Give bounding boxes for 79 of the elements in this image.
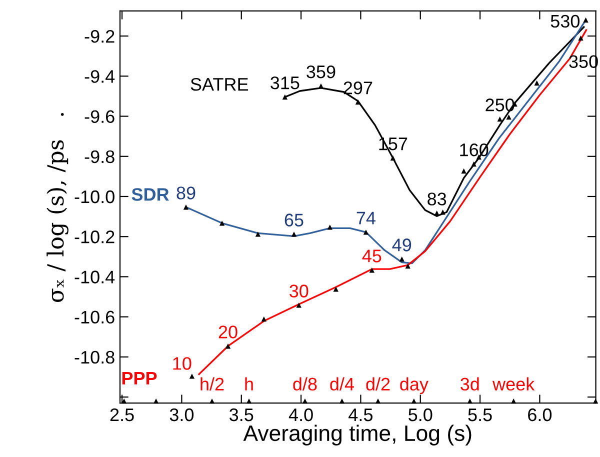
point bbox=[497, 116, 502, 122]
annotation: 83 bbox=[428, 192, 446, 206]
annotation: 89 bbox=[176, 186, 196, 200]
y-tick-label: -9.4 bbox=[84, 70, 115, 83]
point bbox=[471, 161, 476, 167]
point bbox=[225, 344, 231, 349]
text: PPP bbox=[122, 372, 157, 384]
annotation: 297 bbox=[344, 82, 372, 94]
point bbox=[434, 210, 440, 216]
point bbox=[510, 398, 516, 404]
annotation: h bbox=[245, 377, 253, 390]
y-tick-label: -10.4 bbox=[74, 270, 115, 284]
point bbox=[399, 256, 404, 262]
point bbox=[506, 114, 512, 120]
point bbox=[153, 398, 159, 404]
x-tick-label: 5.0 bbox=[408, 408, 432, 422]
y-tick-label: -9.8 bbox=[84, 150, 114, 164]
point bbox=[390, 155, 396, 161]
y-axis-title: σₓ / log (s), /ps . bbox=[46, 112, 68, 302]
annotation: 3d bbox=[460, 377, 479, 391]
point bbox=[296, 302, 302, 308]
point bbox=[302, 398, 308, 404]
point bbox=[363, 230, 369, 235]
point bbox=[578, 35, 584, 41]
annotation: d/4 bbox=[330, 377, 354, 391]
y-tick-label: -10.8 bbox=[74, 350, 114, 364]
point bbox=[209, 398, 215, 404]
annotation: 315 bbox=[270, 76, 300, 90]
annotation: d/8 bbox=[293, 377, 317, 391]
point bbox=[189, 374, 195, 379]
point bbox=[405, 263, 410, 269]
x-tick-label: 4.5 bbox=[348, 408, 372, 422]
annotation: h/2 bbox=[200, 377, 224, 391]
annotation: d/2 bbox=[366, 377, 390, 391]
annotation: 530 bbox=[550, 14, 580, 28]
point bbox=[183, 204, 189, 210]
point bbox=[246, 398, 252, 404]
annotation: 74 bbox=[356, 212, 376, 224]
annotation: 30 bbox=[290, 284, 308, 298]
x-tick-label: 5.5 bbox=[468, 408, 492, 422]
x-tick-label: 3.5 bbox=[230, 408, 254, 422]
annotation: 359 bbox=[306, 65, 336, 78]
y-tick-label: -10.2 bbox=[74, 230, 114, 244]
y-tick-label: -9.6 bbox=[84, 110, 114, 123]
x-tick-label: 4.0 bbox=[288, 408, 313, 422]
point bbox=[369, 268, 375, 273]
point bbox=[592, 398, 598, 404]
point bbox=[339, 398, 345, 404]
point bbox=[219, 220, 225, 226]
point bbox=[255, 232, 261, 237]
point bbox=[333, 286, 338, 292]
point bbox=[261, 316, 267, 322]
y-tick-label: -10.0 bbox=[74, 190, 114, 204]
point bbox=[411, 398, 417, 404]
point bbox=[461, 168, 466, 174]
point bbox=[583, 17, 588, 23]
x-tick-label: 3.0 bbox=[170, 408, 194, 422]
x-tick-label: 6.0 bbox=[528, 408, 552, 422]
annotation: week bbox=[492, 377, 535, 391]
annotation: 10 bbox=[173, 357, 192, 370]
point bbox=[440, 210, 446, 215]
annotation: 65 bbox=[284, 214, 304, 226]
annotation: 45 bbox=[362, 250, 382, 262]
point bbox=[467, 398, 472, 404]
series-label: SDR bbox=[132, 188, 169, 201]
y-tick-label: -10.6 bbox=[74, 310, 114, 324]
y-tick-label: -9.2 bbox=[84, 30, 114, 43]
annotation: 20 bbox=[218, 326, 238, 338]
annotation: day bbox=[400, 377, 428, 394]
annotation: 49 bbox=[392, 238, 412, 252]
point bbox=[327, 224, 333, 230]
point bbox=[375, 398, 381, 404]
x-tick-label: 2.5 bbox=[110, 408, 134, 422]
text: SATRE bbox=[190, 78, 248, 91]
point bbox=[291, 232, 297, 237]
point bbox=[121, 398, 127, 404]
point bbox=[282, 94, 288, 100]
point bbox=[534, 80, 540, 86]
x-axis-title: Averaging time, Log (s) bbox=[243, 424, 472, 446]
